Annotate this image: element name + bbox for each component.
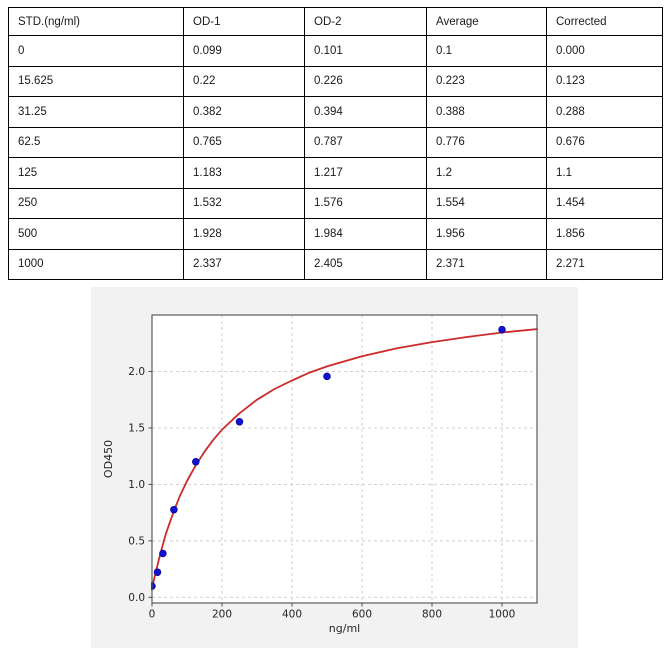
table-cell: 1.554 [426,187,547,219]
table-cell: 0.776 [426,126,547,158]
standards-table: STD.(ng/ml) OD-1 OD-2 Average Corrected 0 0.0… [8,7,663,280]
table-row: 62.5 0.765 0.787 0.776 0.676 [8,126,663,158]
table-cell: 1.856 [546,218,663,250]
table-row: 125 1.183 1.217 1.2 1.1 [8,157,663,189]
table-cell: 1.576 [304,187,427,219]
table-cell: 2.337 [183,248,305,280]
table-cell: 1.532 [183,187,305,219]
table-cell: 1.928 [183,218,305,250]
table-row: 31.25 0.382 0.394 0.388 0.288 [8,96,663,128]
table-cell: 0.288 [546,96,663,128]
x-tick-label: 1000 [489,609,516,621]
table-cell: 0.099 [183,35,305,67]
table-cell: 0.223 [426,65,547,97]
y-tick-label: 0.5 [128,535,145,547]
table-header-cell: OD-2 [304,7,427,36]
table-cell: 0.101 [304,35,427,67]
table-row: 15.625 0.22 0.226 0.223 0.123 [8,65,663,97]
table-header-cell: OD-1 [183,7,305,36]
table-cell: 1.984 [304,218,427,250]
data-point [192,458,200,466]
table-cell: 0.22 [183,65,305,97]
axes-frame [151,314,538,604]
table-cell: 500 [8,218,184,250]
standard-curve-figure: 0 200 400 600 800 1000 0.0 0.5 1.0 1.5 2.0 ng/ml OD4… [91,287,578,648]
x-tick-label: 800 [422,609,442,621]
table-cell: 0.1 [426,35,547,67]
x-tick-label: 200 [212,609,232,621]
y-tick-label: 1.0 [128,479,145,491]
table-cell: 1.956 [426,218,547,250]
table-header-cell: STD.(ng/ml) [8,7,184,36]
table-cell: 0 [8,35,184,67]
y-tick-label: 1.5 [128,423,145,435]
table-cell: 125 [8,157,184,189]
table-cell: 0.676 [546,126,663,158]
data-point [159,549,167,558]
table-cell: 15.625 [8,65,184,97]
data-point [323,372,331,381]
chart-svg: 0 200 400 600 800 1000 0.0 0.5 1.0 1.5 2.0 ng/ml OD4… [102,314,538,635]
table-cell: 0.000 [546,35,663,67]
table-cell: 250 [8,187,184,219]
data-point [235,418,244,426]
table-cell: 0.226 [304,65,427,97]
table-cell: 0.382 [183,96,305,128]
x-tick-label: 0 [149,609,156,621]
table-cell: 0.394 [304,96,427,128]
x-tick-label: 400 [282,609,302,621]
table-cell: 2.271 [546,248,663,280]
table-header-cell: Corrected [546,7,663,36]
table-row: 250 1.532 1.576 1.554 1.454 [8,187,663,219]
table-cell: 0.787 [304,126,427,158]
y-tick-label: 2.0 [128,366,145,378]
data-point [498,325,506,334]
table-cell: 1.217 [304,157,427,189]
table-row: 500 1.928 1.984 1.956 1.856 [8,218,663,250]
data-point [153,568,162,576]
y-axis-label: OD450 [102,440,115,478]
plot-area [152,315,537,603]
table-cell: 0.388 [426,96,547,128]
table-header-row: STD.(ng/ml) OD-1 OD-2 Average Corrected [8,7,663,36]
table-cell: 0.123 [546,65,663,97]
standards-table-body: 0 0.099 0.101 0.1 0.000 15.625 0.22 0.226 0.223 0… [8,35,663,280]
table-cell: 1.183 [183,157,305,189]
table-cell: 1.1 [546,157,663,189]
table-header-cell: Average [426,7,547,36]
table-cell: 31.25 [8,96,184,128]
x-tick-label: 600 [352,609,372,621]
table-row: 1000 2.337 2.405 2.371 2.271 [8,248,663,280]
fit-curve [151,328,538,589]
y-tick-label: 0.0 [128,592,145,604]
table-cell: 62.5 [8,126,184,158]
x-axis-label: ng/ml [329,622,360,635]
table-cell: 2.405 [304,248,427,280]
table-cell: 2.371 [426,248,547,280]
table-cell: 0.765 [183,126,305,158]
table-cell: 1.454 [546,187,663,219]
table-row: 0 0.099 0.101 0.1 0.000 [8,35,663,67]
table-cell: 1000 [8,248,184,280]
table-cell: 1.2 [426,157,547,189]
data-point [170,505,178,514]
